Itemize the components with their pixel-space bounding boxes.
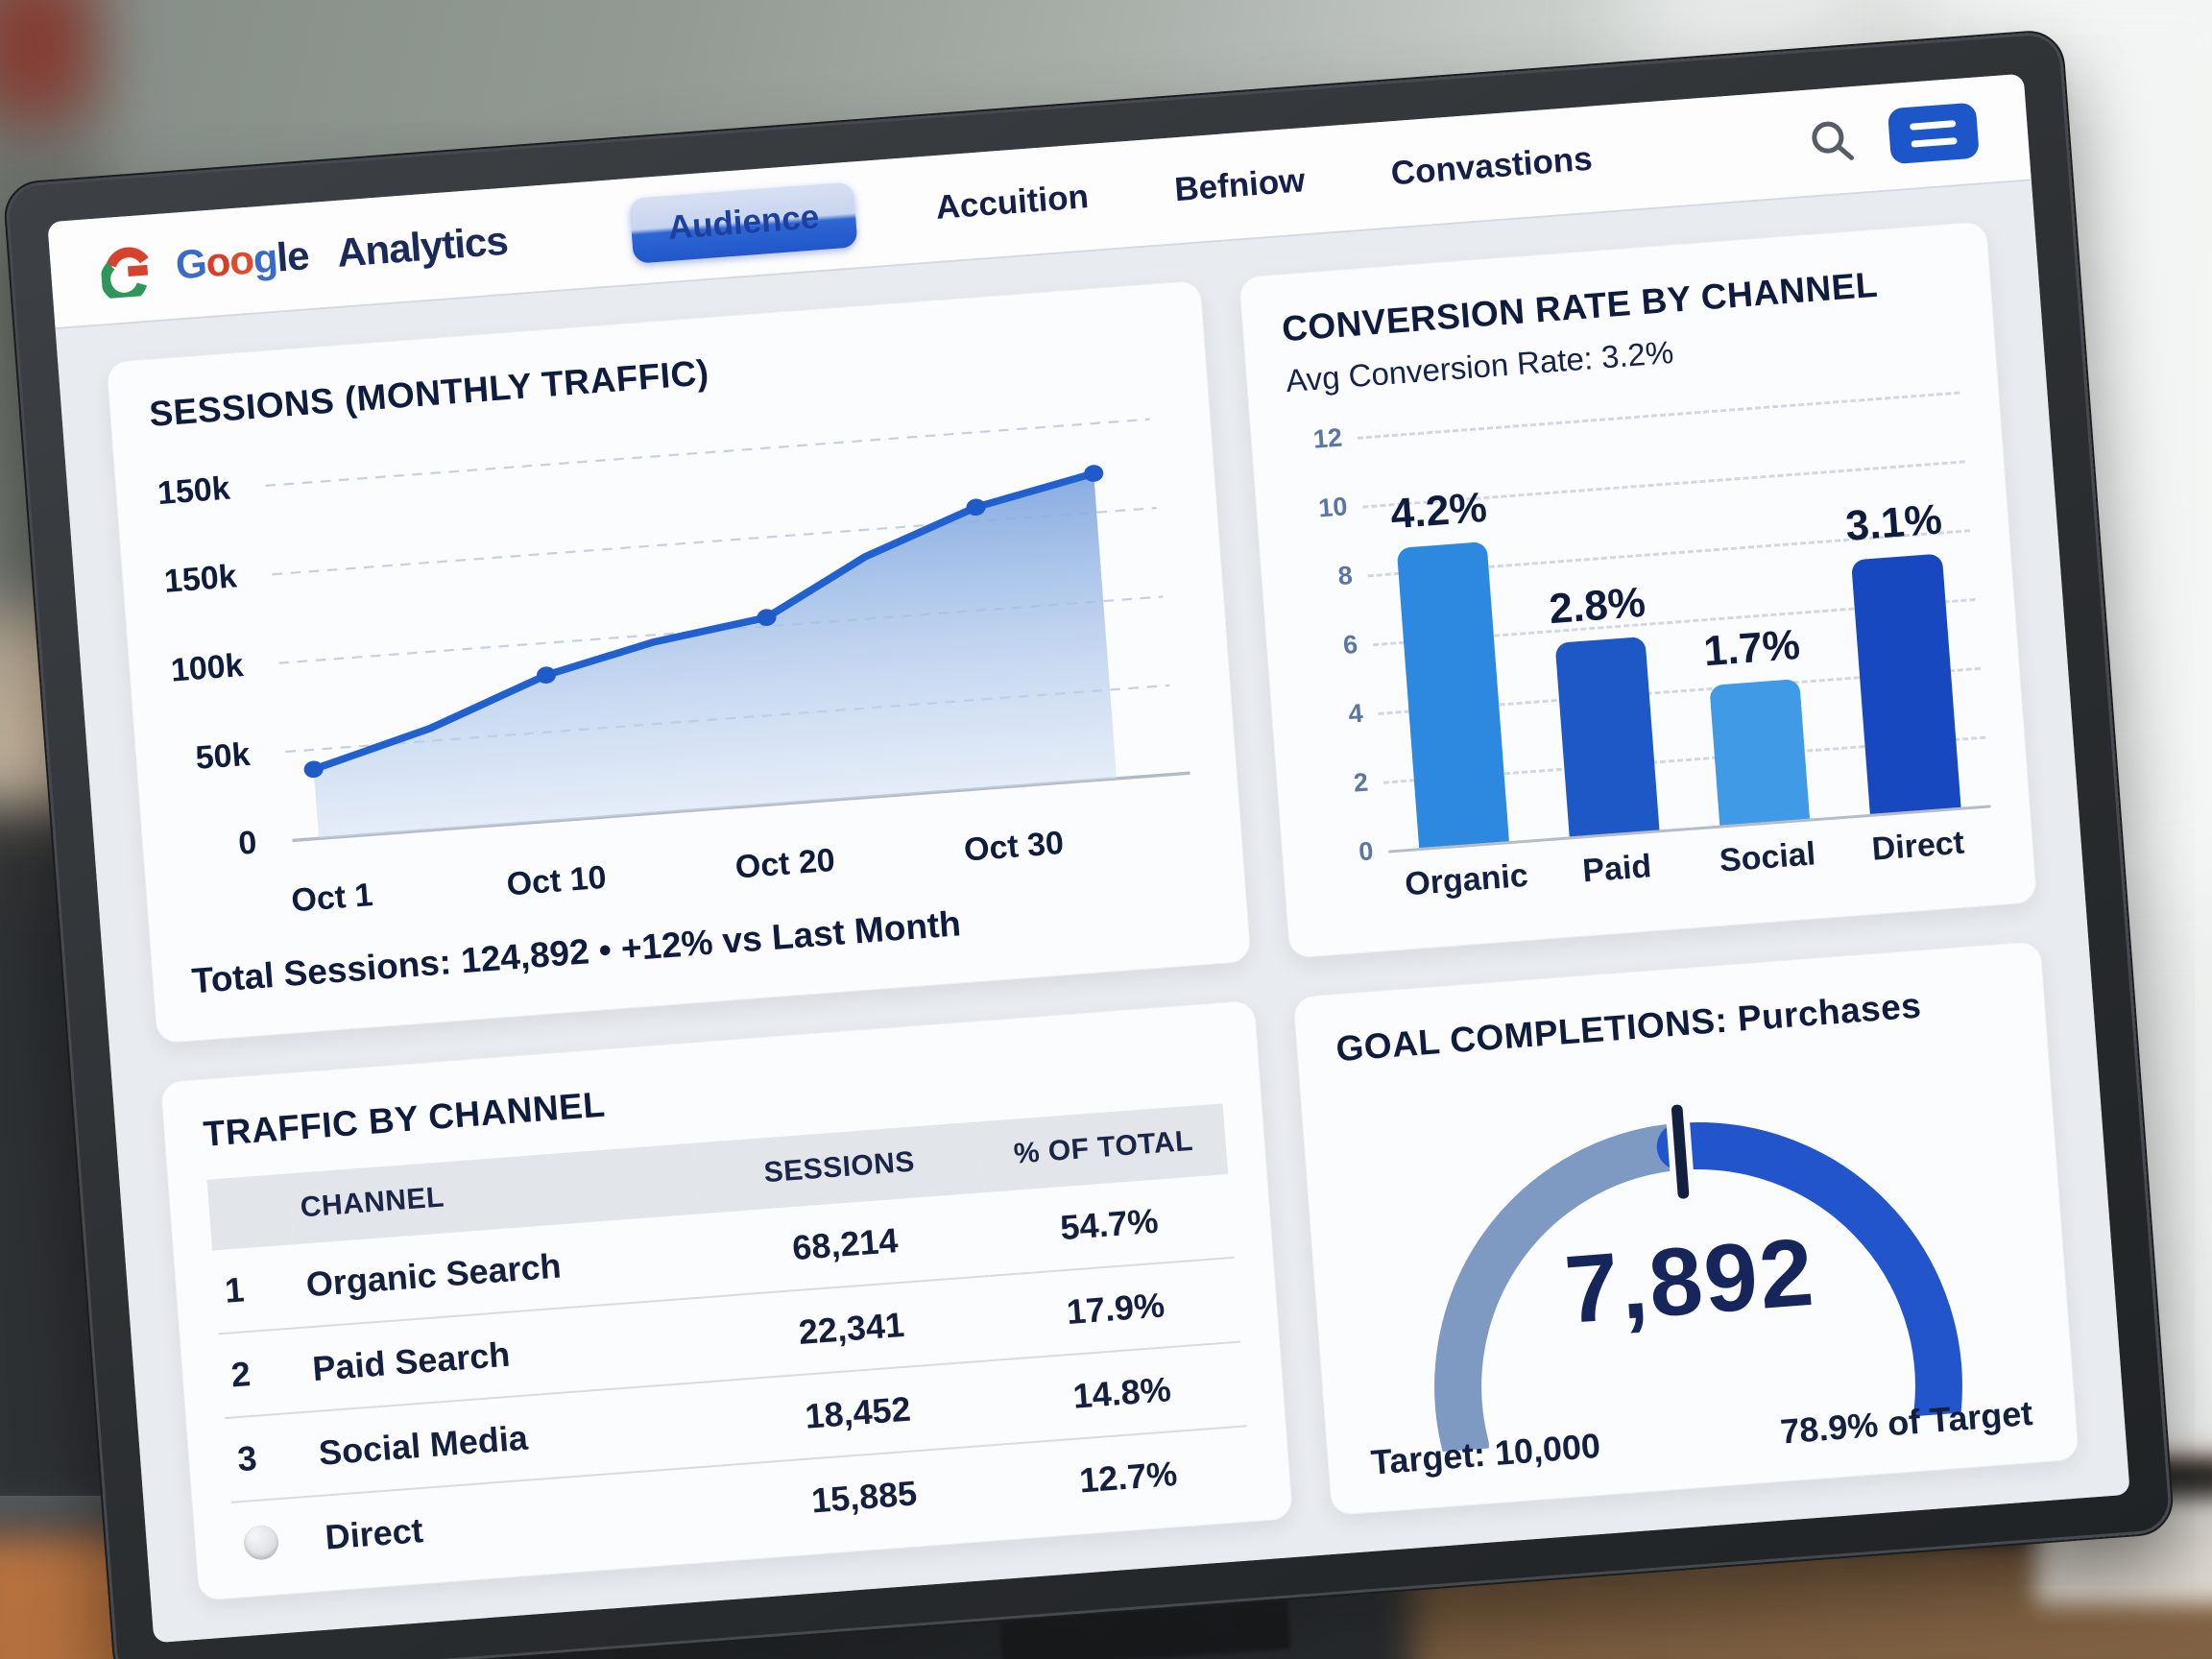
- y-tick-label: 0: [237, 824, 258, 863]
- goal-gauge: [1302, 1047, 2075, 1460]
- bar-category-label: Direct: [1870, 824, 1966, 868]
- sessions-card: SESSIONS (MONTHLY TRAFFIC) 150k 150k 100k 5…: [106, 279, 1252, 1045]
- gauge-svg: [1433, 1098, 1962, 1455]
- y-tick-label: 50k: [194, 735, 252, 777]
- bar-category-label: Social: [1718, 835, 1817, 879]
- sessions-chart-svg: [265, 418, 1190, 843]
- brand-letter: g: [251, 234, 279, 282]
- bar-y-tick-label: 2: [1352, 767, 1370, 798]
- goal-card-title: GOAL COMPLETIONS: Purchases: [1334, 985, 1923, 1070]
- tab-befniow[interactable]: Befniow: [1173, 161, 1307, 209]
- dashboard-content: SESSIONS (MONTHLY TRAFFIC) 150k 150k 100k 5…: [55, 180, 2130, 1644]
- row-number: 2: [218, 1327, 306, 1419]
- search-icon[interactable]: [1805, 114, 1859, 168]
- bar-value-label: 3.1%: [1843, 495, 1944, 551]
- bar-y-tick-label: 12: [1311, 422, 1344, 454]
- x-tick-label: Oct 30: [962, 824, 1066, 869]
- x-tick-label: Oct 20: [733, 841, 837, 886]
- g-crossbar: [127, 264, 149, 277]
- sessions-line-chart: 150k 150k 100k 50k 0: [156, 386, 1192, 875]
- background-red-object: [0, 0, 91, 115]
- bar-category-label: Paid: [1581, 848, 1653, 890]
- conversion-bar-chart: 12 10 8 6 4 2 0 4.2% 2.8% 1.7% 3.1%: [1312, 374, 1991, 866]
- bar-category-label: Organic: [1403, 856, 1529, 903]
- tab-audience[interactable]: Audience: [629, 181, 858, 264]
- bar-y-tick-label: 4: [1347, 698, 1364, 729]
- bar-organic: [1396, 541, 1509, 849]
- bar-direct: [1851, 553, 1961, 814]
- monitor-bezel: Google Analytics Audience Accuition Befniow…: [2, 28, 2176, 1659]
- hamburger-icon: [1911, 136, 1958, 148]
- row-pct: 12.7%: [1002, 1426, 1254, 1528]
- bar-y-tick-label: 8: [1336, 561, 1354, 591]
- x-tick-label: Oct 10: [505, 858, 608, 903]
- y-tick-label: 150k: [156, 469, 231, 512]
- brand-letter: G: [174, 240, 208, 288]
- bar-value-label: 2.8%: [1547, 579, 1647, 634]
- bar-slot-direct: 3.1%: [1808, 374, 1991, 819]
- bar-y-tick-label: 0: [1358, 836, 1375, 867]
- row-circle-marker: [242, 1524, 280, 1561]
- bar-y-tick-label: 6: [1341, 629, 1359, 660]
- bar-value-label: 4.2%: [1388, 483, 1489, 539]
- traffic-table: CHANNEL SESSIONS % OF TOTAL 1 Organic Sea…: [206, 1103, 1254, 1586]
- goal-card: GOAL COMPLETIONS: Purchases 7,892 Target…: [1292, 940, 2080, 1516]
- brand-analytics-label: Analytics: [335, 217, 510, 276]
- hamburger-icon: [1909, 119, 1957, 131]
- row-number: [230, 1496, 319, 1586]
- traffic-card: TRAFFIC BY CHANNEL CHANNEL SESSIONS % OF…: [159, 999, 1294, 1601]
- gauge-needle: [1665, 1098, 1695, 1205]
- brand-letter: o: [228, 236, 255, 284]
- google-g-icon: [100, 247, 149, 300]
- row-number: 3: [225, 1411, 313, 1503]
- dashboard-screen: Google Analytics Audience Accuition Befniow…: [47, 73, 2130, 1644]
- header-actions: [1805, 102, 1980, 171]
- x-tick-label: Oct 1: [290, 877, 374, 920]
- tab-accuition[interactable]: Accuition: [934, 178, 1091, 227]
- brand-letter: e: [285, 232, 311, 279]
- bar-value-label: 1.7%: [1701, 621, 1802, 676]
- brand: Google Analytics: [99, 213, 510, 300]
- tab-convastions[interactable]: Convastions: [1389, 139, 1594, 193]
- col-spacer: [206, 1173, 294, 1251]
- brand-google-wordmark: Google: [174, 232, 310, 288]
- conversion-card: CONVERSION RATE BY CHANNEL Avg Conversio…: [1238, 221, 2038, 959]
- row-number: 1: [223, 1269, 246, 1310]
- app-header: Google Analytics Audience Accuition Befniow…: [47, 73, 2032, 330]
- y-tick-label: 100k: [169, 647, 245, 689]
- y-tick-label: 150k: [162, 558, 238, 601]
- bar-y-tick-label: 10: [1317, 492, 1349, 523]
- bar-social: [1709, 679, 1811, 826]
- menu-button[interactable]: [1887, 102, 1980, 165]
- bar-paid: [1554, 637, 1660, 837]
- bar-slots: 4.2% 2.8% 1.7% 3.1%: [1357, 374, 1991, 853]
